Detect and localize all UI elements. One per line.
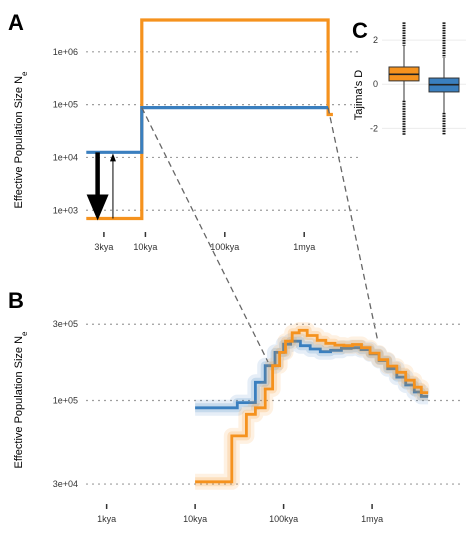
panel-c-y-tick-label: -2	[370, 123, 378, 133]
panel-a-y-tick-label: 1e+04	[53, 152, 78, 162]
arrow-bold-down-head	[86, 194, 109, 221]
panel-b-x-tick-label: 100kya	[269, 514, 298, 524]
panel-a-y-tick-label: 1e+05	[53, 100, 78, 110]
panel-b-y-tick-label: 1e+05	[53, 395, 78, 405]
panel-c-y-tick-label: 2	[373, 35, 378, 45]
panel-letter-c: C	[352, 18, 368, 43]
panel-b-grid	[86, 323, 462, 485]
panel-c-y-axis-label: Tajima's D	[353, 70, 365, 120]
zoom-connector-right	[327, 107, 379, 343]
panel-letter-a: A	[8, 10, 24, 35]
panel-b-y-tick-label: 3e+04	[53, 479, 78, 489]
panel-a-x-tick-label: 1mya	[293, 242, 315, 252]
panel-b-series	[195, 322, 430, 490]
panel-a: Effective Population Size Ne 1e+031e+041…	[13, 18, 362, 252]
panel-a-x-tick-label: 3kya	[94, 242, 113, 252]
panel-c-y-ticks: -2 0 2	[370, 35, 378, 133]
panel-b-series-orange	[195, 328, 429, 484]
arrow-thin-up-head	[109, 153, 116, 162]
panel-b-x-tick-label: 10kya	[183, 514, 207, 524]
panel-a-y-ticks: 1e+03 1e+04 1e+05 1e+06	[53, 47, 78, 215]
panel-b-y-ticks: 3e+04 1e+05 3e+05	[53, 319, 78, 489]
panel-a-series-orange	[86, 18, 333, 221]
zoom-connectors	[141, 107, 379, 363]
panel-a-x-tick-label: 10kya	[133, 242, 157, 252]
panel-b-x-ticks: 1kya 10kya 100kya 1mya	[97, 504, 383, 524]
panel-a-annotations	[86, 152, 116, 221]
panel-a-y-tick-label: 1e+06	[53, 47, 78, 57]
panel-b-y-tick-label: 3e+05	[53, 319, 78, 329]
panel-c: Tajima's D -2 0 2	[353, 18, 466, 146]
panel-a-x-tick-label: 100kya	[210, 242, 239, 252]
panel-b: Effective Population Size Ne 3e+041e+053…	[13, 319, 462, 524]
panel-a-y-tick-label: 1e+03	[53, 205, 78, 215]
panel-b-x-tick-label: 1mya	[361, 514, 383, 524]
panel-a-series-blue	[86, 106, 329, 154]
panel-letter-b: B	[8, 288, 24, 313]
panel-a-grid	[86, 51, 362, 211]
panel-c-y-tick-label: 0	[373, 79, 378, 89]
panel-a-series	[86, 18, 333, 221]
panel-a-y-axis-label: Effective Population Size Ne	[13, 71, 29, 208]
zoom-connector-left	[141, 107, 269, 363]
panel-c-boxes	[388, 22, 460, 135]
panel-a-x-ticks: 3kya 10kya 100kya 1mya	[94, 232, 315, 252]
panel-b-x-tick-label: 1kya	[97, 514, 116, 524]
panel-b-y-axis-label: Effective Population Size Ne	[13, 331, 29, 468]
